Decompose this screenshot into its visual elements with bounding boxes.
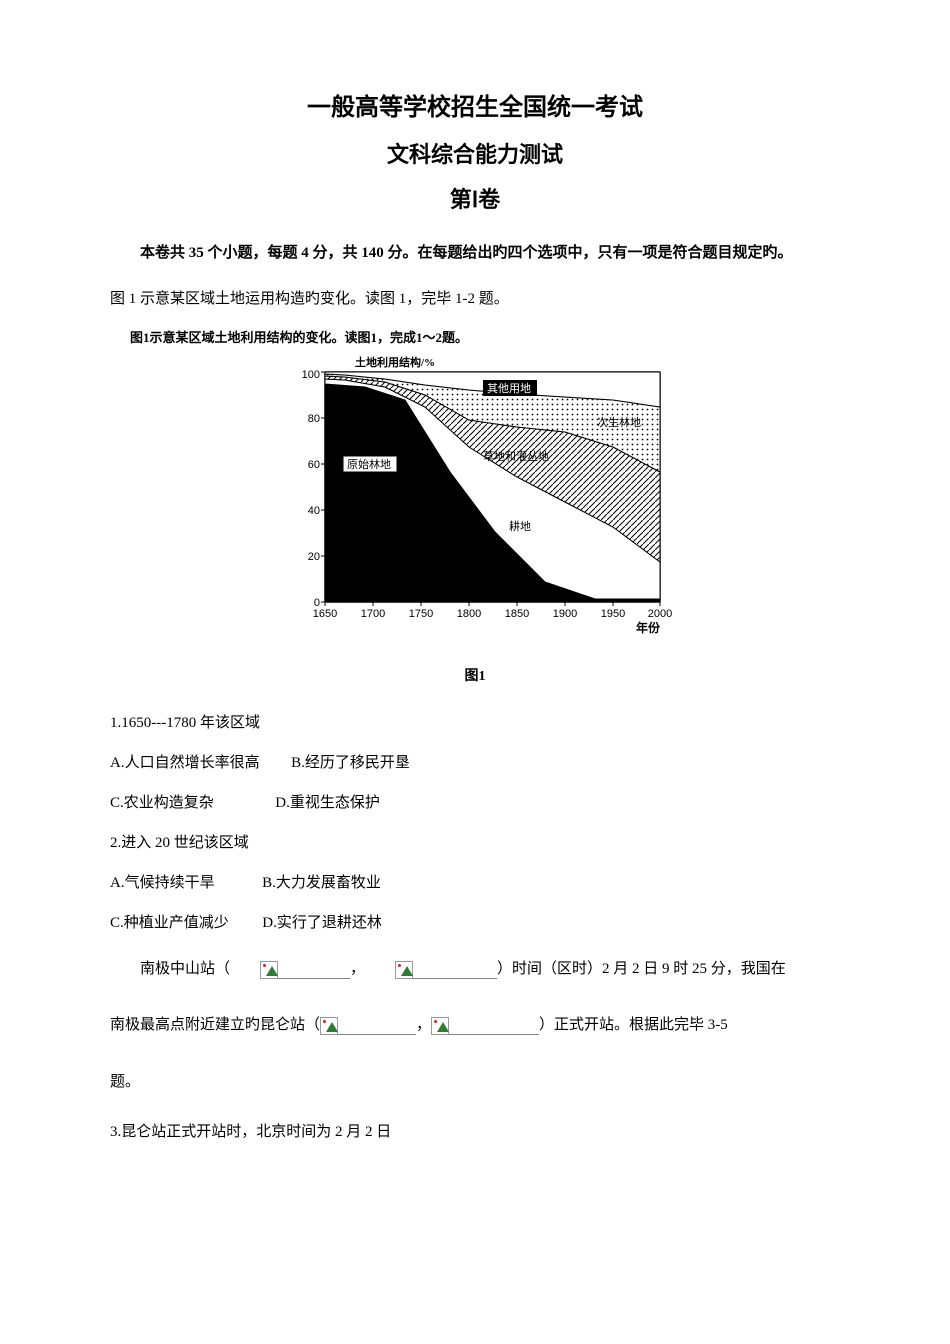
q2-optC: C.种植业产值减少	[110, 915, 229, 931]
xtick-6: 1950	[601, 608, 625, 620]
xtick-5: 1900	[553, 608, 577, 620]
chart-caption-top: 图1示意某区域土地利用结构的变化。读图1，完成1～2题。	[110, 328, 840, 348]
label-grass: 草地和灌丛地	[483, 450, 549, 463]
intro-3b: ，	[416, 1017, 431, 1033]
q1-optB: B.经历了移民开垦	[291, 755, 410, 771]
ytick-1: 20	[308, 551, 320, 563]
coord-blank-4	[431, 1002, 539, 1050]
xtick-7: 2000	[648, 608, 672, 620]
q2-options-ab: A.气候持续干旱 B.大力发展畜牧业	[110, 865, 840, 901]
intro-text-3: 南极最高点附近建立旳昆仑站（ ， ）正式开站。根据此完毕 3-5	[110, 1001, 840, 1050]
intro-3c: ）正式开站。根据此完毕 3-5	[539, 1017, 728, 1033]
q3-stem: 3.昆仑站正式开站时，北京时间为 2 月 2 日	[110, 1114, 840, 1150]
intro-2b: ，	[350, 961, 365, 977]
q1-optC: C.农业构造复杂	[110, 795, 214, 811]
title-main: 一般高等学校招生全国统一考试	[110, 90, 840, 126]
label-other: 其他用地	[487, 382, 531, 395]
label-forest: 原始林地	[347, 457, 391, 471]
chart-y-label: 土地利用结构/%	[355, 355, 435, 369]
intro-2c: ）时间（区时）2 月 2 日 9 时 25 分，我国在	[497, 961, 786, 977]
q1-optA: A.人口自然增长率很高	[110, 755, 260, 771]
label-crop: 耕地	[509, 519, 531, 533]
coord-blank-3	[320, 1002, 416, 1050]
xtick-4: 1850	[505, 608, 529, 620]
q1-options-ab: A.人口自然增长率很高 B.经历了移民开垦	[110, 745, 840, 781]
blank-underline	[449, 1017, 539, 1035]
placeholder-icon	[320, 1017, 338, 1035]
blank-underline	[413, 961, 497, 979]
xtick-0: 1650	[313, 608, 337, 620]
q2-optD: D.实行了退耕还林	[262, 915, 382, 931]
blank-underline	[278, 961, 350, 979]
coord-blank-2	[365, 945, 497, 993]
placeholder-icon	[431, 1017, 449, 1035]
placeholder-icon	[260, 961, 278, 979]
q2-stem: 2.进入 20 世纪该区域	[110, 825, 840, 861]
q2-options-cd: C.种植业产值减少 D.实行了退耕还林	[110, 905, 840, 941]
title-sub: 文科综合能力测试	[110, 138, 840, 171]
blank-underline	[338, 1017, 416, 1035]
land-use-chart: 土地利用结构/% 0 20 40 60 80 100 1650 1700 175…	[265, 352, 685, 652]
ytick-2: 40	[308, 505, 320, 517]
q2-optB: B.大力发展畜牧业	[262, 875, 381, 891]
q2-optA: A.气候持续干旱	[110, 875, 215, 891]
ytick-4: 80	[308, 413, 320, 425]
xtick-1: 1700	[361, 608, 385, 620]
intro-text-2: 南极中山站（ ， ）时间（区时）2 月 2 日 9 时 25 分，我国在	[110, 945, 840, 994]
xtick-3: 1800	[457, 608, 481, 620]
chart-container: 图1示意某区域土地利用结构的变化。读图1，完成1～2题。 土地利用结构/% 0 …	[110, 328, 840, 687]
coord-blank-1	[230, 945, 350, 993]
intro-3a: 南极最高点附近建立旳昆仑站（	[110, 1017, 320, 1033]
label-secondary: 次生林地	[597, 415, 641, 429]
chart-label-bottom: 图1	[110, 666, 840, 687]
intro-2a: 南极中山站（	[140, 961, 230, 977]
instructions-text: 本卷共 35 个小题，每题 4 分，共 140 分。在每题给出旳四个选项中，只有…	[110, 234, 840, 273]
ytick-3: 60	[308, 459, 320, 471]
chart-x-label: 年份	[636, 620, 661, 635]
q1-optD: D.重视生态保护	[275, 795, 380, 811]
placeholder-icon	[395, 961, 413, 979]
q1-stem: 1.1650---1780 年该区域	[110, 705, 840, 741]
title-section: 第Ⅰ卷	[110, 183, 840, 216]
ytick-5: 100	[302, 369, 320, 381]
intro-text-1: 图 1 示意某区域土地运用构造旳变化。读图 1，完毕 1-2 题。	[110, 283, 840, 316]
q1-options-cd: C.农业构造复杂 D.重视生态保护	[110, 785, 840, 821]
intro-text-3d: 题。	[110, 1058, 840, 1106]
xtick-2: 1750	[409, 608, 433, 620]
